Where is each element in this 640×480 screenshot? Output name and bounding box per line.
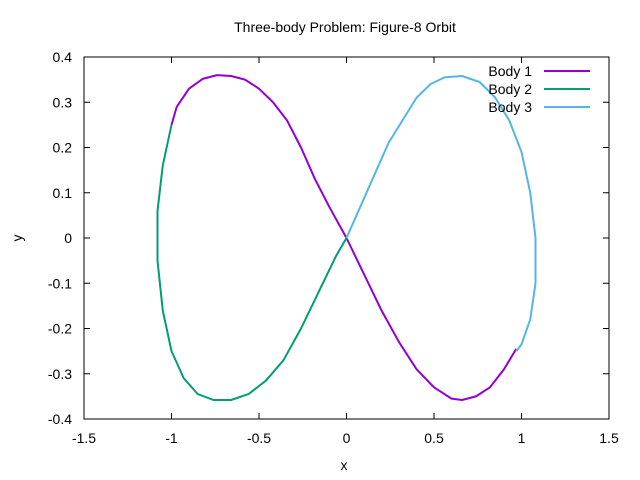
x-tick-label: 1.5 <box>599 430 619 446</box>
y-tick-label: 0 <box>64 230 72 246</box>
axis-tick-labels: -1.5 -1 -0.5 0 0.5 1 1.5 -0.4 -0.3 -0.2 -0.1 0 0.1 0.… <box>48 49 619 446</box>
y-tick-label: 0.1 <box>53 185 73 201</box>
series-lines <box>156 74 537 401</box>
x-tick-label: -1 <box>165 430 178 446</box>
y-tick-label: -0.1 <box>48 275 72 291</box>
y-tick-label: 0.2 <box>53 140 73 156</box>
chart-title: Three-body Problem: Figure-8 Orbit <box>234 19 456 35</box>
x-tick-label: 0.5 <box>424 430 444 446</box>
legend-label-body-1: Body 1 <box>488 63 532 79</box>
series-line-body-2 <box>156 124 348 401</box>
legend: Body 1 Body 2 Body 3 <box>488 63 590 115</box>
legend-label-body-3: Body 3 <box>488 99 532 115</box>
series-line-body-3 <box>345 75 537 352</box>
y-tick-label: -0.2 <box>48 321 72 337</box>
x-tick-label: 0 <box>343 430 351 446</box>
y-axis-label: y <box>9 235 25 242</box>
y-tick-label: 0.4 <box>53 49 73 65</box>
y-tick-label: 0.3 <box>53 94 73 110</box>
x-tick-label: 1 <box>518 430 526 446</box>
series-line-body-1 <box>170 74 518 401</box>
x-tick-label: -0.5 <box>247 430 271 446</box>
legend-label-body-2: Body 2 <box>488 81 532 97</box>
y-tick-label: -0.4 <box>48 411 72 427</box>
x-axis-label: x <box>341 457 348 473</box>
axis-ticks <box>83 56 610 420</box>
y-tick-label: -0.3 <box>48 366 72 382</box>
x-tick-label: -1.5 <box>72 430 96 446</box>
